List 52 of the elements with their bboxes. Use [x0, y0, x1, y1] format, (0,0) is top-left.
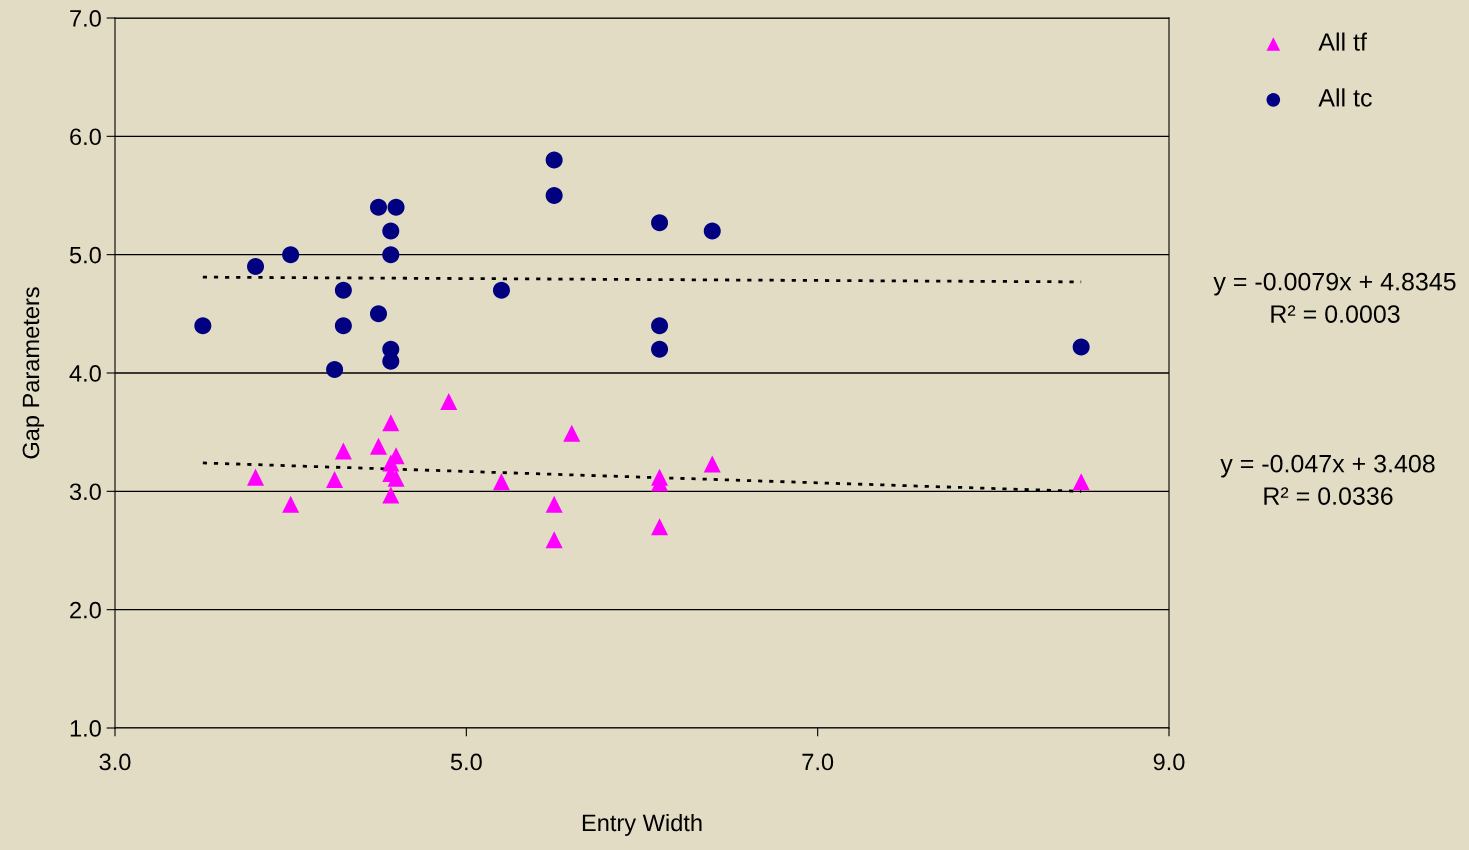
- point: [194, 317, 212, 335]
- point: [651, 214, 669, 232]
- point: [651, 317, 669, 335]
- point: [703, 455, 721, 473]
- y-tick-label: 7.0: [70, 10, 101, 27]
- text: y = -0.047x + 3.408 R² = 0.0336: [1220, 454, 1435, 505]
- legend-label: All tc: [1318, 88, 1372, 107]
- point: [545, 495, 563, 513]
- legend-label: All tf: [1318, 32, 1367, 51]
- x-tick-label: 5.0: [450, 753, 482, 771]
- point: [1072, 338, 1090, 356]
- point: [247, 468, 265, 486]
- point: [382, 222, 400, 240]
- point: [440, 392, 458, 410]
- point: [651, 340, 669, 358]
- point: [334, 442, 352, 460]
- point: [326, 360, 344, 378]
- point: [382, 414, 400, 432]
- point: [369, 305, 388, 323]
- point: [334, 317, 352, 335]
- y-axis-title: Gap Parameters: [22, 287, 44, 459]
- y-tick-label: 3.0: [69, 483, 101, 501]
- x-tick-label: 7.0: [802, 753, 834, 771]
- point: [282, 495, 300, 513]
- point: [282, 246, 300, 264]
- point: [369, 437, 388, 455]
- y-tick-label: 4.0: [69, 365, 101, 382]
- point: [545, 186, 563, 205]
- y-tick-label: 5.0: [69, 246, 101, 264]
- point: [703, 222, 721, 240]
- point: [492, 473, 510, 491]
- y-tick-label: 6.0: [70, 128, 101, 146]
- point: [1072, 473, 1090, 491]
- point: [545, 531, 563, 549]
- y-tick-label: 1.0: [70, 720, 101, 737]
- x-tick-label: 9.0: [1153, 753, 1185, 771]
- point: [382, 246, 400, 264]
- text: y = -0.0079x + 4.8345 R² = 0.0003: [1213, 272, 1456, 323]
- point: [334, 281, 352, 299]
- point: [545, 151, 563, 169]
- point: [387, 198, 405, 216]
- x-axis-title: Entry Width: [582, 813, 702, 836]
- point: [382, 486, 400, 504]
- x-tick-label: 3.0: [99, 753, 131, 771]
- point: [387, 469, 405, 487]
- point: [247, 257, 265, 276]
- y-tick-label: 2.0: [70, 601, 101, 619]
- point: [492, 281, 510, 299]
- point: [369, 198, 388, 216]
- point: [651, 518, 669, 536]
- point: [563, 424, 581, 442]
- point: [326, 470, 344, 489]
